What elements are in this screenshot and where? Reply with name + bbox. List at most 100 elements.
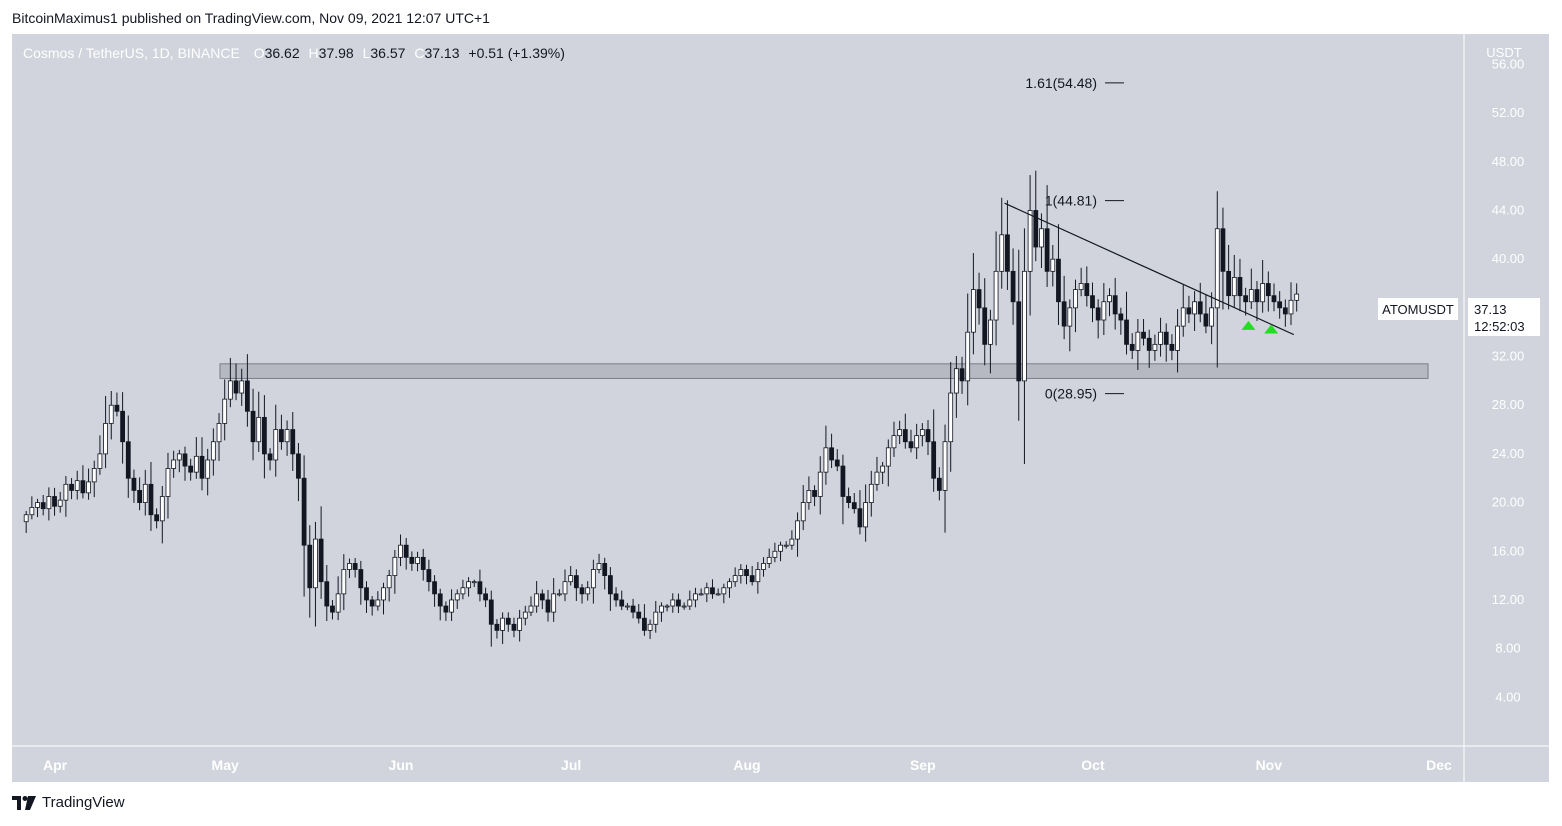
candle-body-down [279, 429, 284, 443]
time-tick-label: Sep [910, 757, 936, 773]
candle [885, 439, 891, 487]
time-axis[interactable] [12, 746, 1464, 782]
candle-body-up [1107, 295, 1112, 303]
candle-body-up [880, 465, 886, 473]
candle [653, 601, 659, 633]
candle-body-down [1056, 258, 1061, 303]
candle [420, 548, 426, 581]
candle [188, 458, 194, 481]
candle-body-up [1101, 301, 1107, 321]
candlestick-chart[interactable]: 1.61(54.48) 1(44.81) 0(28.95) 56.00 52.00 48… [12, 34, 1549, 782]
symbol-price-tag[interactable]: ATOMUSDT 37.13 12:52:03 [1378, 298, 1540, 336]
candle [171, 450, 177, 478]
candle-body-down [352, 563, 358, 570]
candle [290, 412, 296, 471]
candle [851, 492, 857, 514]
candle-body-up [891, 435, 897, 449]
candle [176, 449, 182, 473]
candle-body-up [783, 544, 789, 547]
candle-body-down [1197, 301, 1203, 315]
candle [301, 455, 307, 597]
candle [936, 467, 942, 501]
candle [460, 579, 466, 600]
candle [52, 487, 57, 516]
candle-body-up [210, 441, 216, 461]
candle-body-down [437, 593, 443, 607]
plot-area[interactable] [12, 34, 1464, 746]
candle-body-down [244, 380, 250, 412]
candle [471, 579, 477, 588]
price-tick-label: 56.00 [1492, 56, 1525, 71]
candle-body-up [1067, 307, 1073, 327]
candle [250, 388, 256, 461]
candle [159, 485, 165, 544]
candle [267, 448, 273, 471]
candle [80, 465, 86, 499]
candle [1203, 294, 1209, 334]
candle [948, 362, 954, 472]
candle-body-up [522, 611, 528, 619]
candle-body-up [392, 556, 398, 577]
candle [596, 553, 602, 574]
candle-body-up [273, 429, 279, 461]
candle-body-up [460, 587, 466, 595]
price-tick-label: 24.00 [1492, 446, 1525, 461]
candle-body-down [636, 611, 642, 619]
candle-body-down [613, 593, 619, 601]
candle-body-down [358, 569, 364, 589]
candle-body-down [505, 617, 511, 625]
candle-body-down [539, 593, 545, 601]
candle [1265, 271, 1271, 312]
candle [29, 496, 35, 520]
legend-low-label: L [363, 45, 371, 61]
candle-body-up [1175, 325, 1180, 351]
candle [902, 413, 908, 449]
candle-body-up [74, 480, 80, 491]
candle-body-down [925, 429, 931, 443]
candle [488, 590, 494, 647]
candle-body-up [800, 502, 806, 522]
candle-body-up [1294, 293, 1300, 301]
candle [630, 598, 636, 619]
candle-body-down [1090, 295, 1095, 309]
candle-body-down [749, 575, 755, 583]
candle-body-up [284, 429, 290, 443]
candle [199, 437, 205, 491]
candle-body-up [755, 569, 761, 583]
candle-body-down [318, 538, 324, 583]
candle-body-up [1039, 228, 1044, 248]
candle-body-down [364, 587, 369, 601]
price-tick-label: 52.00 [1492, 105, 1525, 120]
candle [1158, 317, 1163, 357]
time-tick-label: Dec [1426, 757, 1452, 773]
candle [409, 551, 415, 571]
candle [704, 582, 710, 603]
candle-body-down [188, 465, 194, 473]
candle [1107, 288, 1112, 317]
legend-close-label: C [414, 45, 424, 61]
candle [681, 602, 687, 610]
candle-body-down [857, 508, 863, 528]
candle [1112, 277, 1118, 330]
price-axis[interactable] [1464, 34, 1549, 782]
candle-body-down [1124, 319, 1129, 345]
candle [891, 421, 897, 457]
candle [874, 456, 880, 491]
candle-body-down [744, 569, 749, 577]
candle-body-down [1146, 337, 1152, 351]
candle-body-down [619, 599, 625, 607]
candle [131, 469, 137, 503]
tradingview-logo[interactable]: TradingView [12, 794, 125, 811]
candle-body-up [693, 593, 698, 601]
candle-body-up [659, 605, 664, 613]
legend-low-value: 36.57 [370, 45, 405, 61]
candle-body-up [897, 429, 903, 437]
candle-body-down [52, 496, 57, 507]
candle-body-up [1180, 307, 1186, 327]
candle-body-down [40, 502, 46, 510]
candle-body-up [176, 453, 182, 461]
candle [273, 404, 279, 477]
candle-body-down [1277, 301, 1283, 309]
candle [607, 567, 613, 611]
candle-body-up [999, 234, 1005, 272]
